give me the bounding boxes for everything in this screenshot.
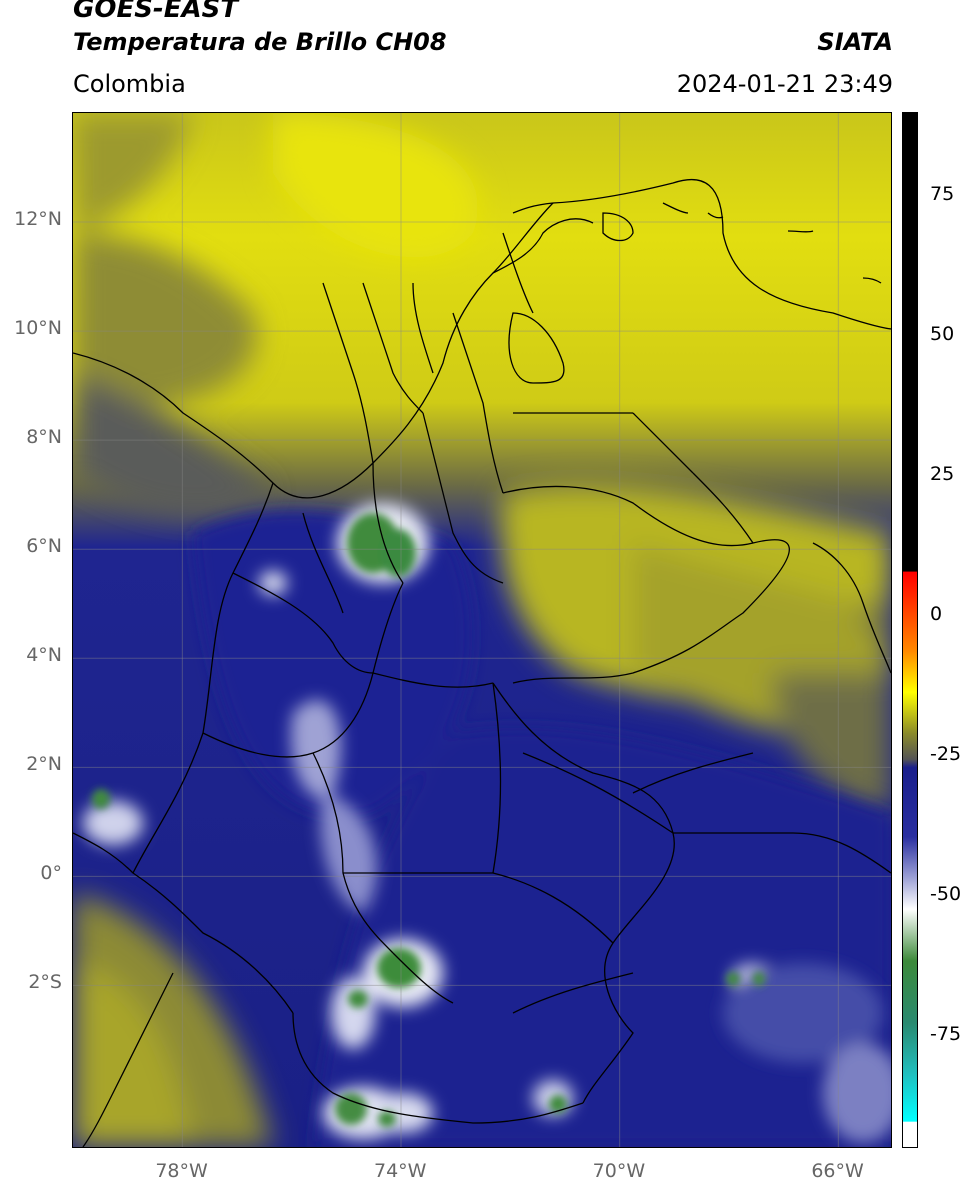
colorbar-tick-label: -75 [930,1023,962,1045]
lat-tick-label: 0° [40,862,62,885]
lon-tick-label: 78°W [155,1160,208,1182]
lat-tick-label: 2°N [26,753,62,776]
lon-tick-label: 74°W [374,1160,427,1182]
lat-tick-label: 8°N [26,426,62,449]
lon-tick-label: 70°W [592,1160,646,1182]
datetime-label: 2024-01-21 23:49 [676,70,893,98]
colorbar-tick-label: 25 [930,463,955,485]
lat-tick-label: 2°S [28,971,62,994]
brightness-temperature-map [72,112,903,1149]
map-canvas [72,113,903,1149]
colorbar-tick-label: -50 [930,883,962,905]
colorbar-tick-label: 75 [930,183,955,205]
colorbar-tick-label: 50 [930,323,955,345]
region-label: Colombia [73,70,186,98]
lat-tick-label: 4°N [26,644,62,667]
coldest-cloud-cores [92,513,765,1127]
lon-tick-label: 66°W [811,1160,864,1182]
agency-label: SIATA [817,28,893,56]
temperature-colorbar [902,112,918,1148]
colorbar-gradient [903,113,917,1147]
political-borders [72,178,892,1148]
satellite-title: GOES-EAST [73,0,239,24]
graticule [73,113,893,1149]
warm-cloud-regions [73,113,891,1147]
product-title: Temperatura de Brillo CH08 [73,28,447,56]
colorbar-tick-label: 0 [930,603,943,625]
lat-tick-label: 12°N [14,208,62,231]
colorbar-tick-label: -25 [930,743,962,765]
lat-tick-label: 10°N [14,317,62,340]
lat-tick-label: 6°N [26,535,62,558]
colorbar-canvas [903,113,917,1147]
